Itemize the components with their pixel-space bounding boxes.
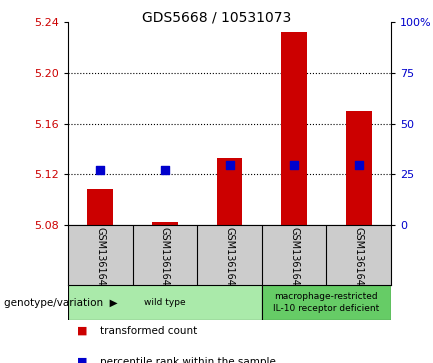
Bar: [87, 189, 113, 225]
Text: wild type: wild type: [144, 298, 186, 307]
Bar: [152, 223, 178, 225]
Point: [355, 163, 362, 168]
Text: genotype/variation  ▶: genotype/variation ▶: [4, 298, 118, 307]
Text: macrophage-restricted
IL-10 receptor deficient: macrophage-restricted IL-10 receptor def…: [273, 293, 380, 313]
Text: percentile rank within the sample: percentile rank within the sample: [100, 357, 276, 363]
Bar: [281, 32, 307, 225]
Point: [162, 168, 168, 174]
Text: GSM1361640: GSM1361640: [95, 227, 105, 292]
Point: [97, 168, 104, 174]
Text: GSM1361644: GSM1361644: [354, 227, 364, 292]
Bar: [216, 158, 242, 225]
Text: ■: ■: [77, 357, 87, 363]
Bar: [262, 285, 391, 320]
Text: GSM1361641: GSM1361641: [160, 227, 170, 292]
Text: ■: ■: [77, 326, 87, 336]
Point: [226, 163, 233, 168]
Text: GSM1361642: GSM1361642: [224, 227, 235, 292]
Point: [291, 163, 297, 168]
Bar: [68, 285, 262, 320]
Text: GSM1361643: GSM1361643: [289, 227, 299, 292]
Text: GDS5668 / 10531073: GDS5668 / 10531073: [142, 11, 291, 25]
Bar: [346, 111, 372, 225]
Text: transformed count: transformed count: [100, 326, 198, 336]
